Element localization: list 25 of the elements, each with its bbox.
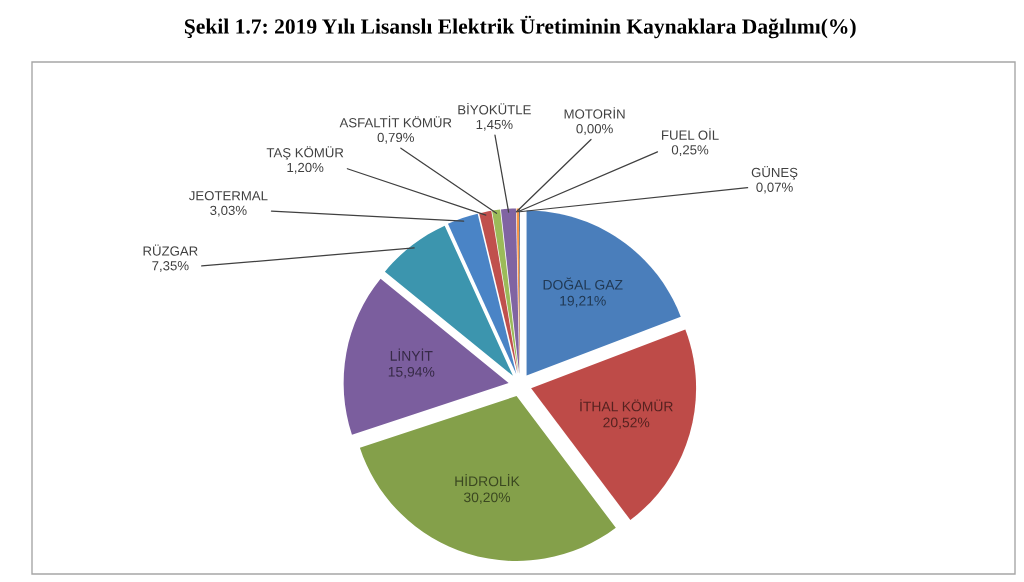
chart-title: Şekil 1.7: 2019 Yılı Lisanslı Elektrik Üretiminin Kaynaklara Dağılımı(%)	[184, 15, 856, 39]
slice-label: BİYOKÜTLE	[458, 102, 531, 115]
data-label: 0,07%	[756, 182, 793, 194]
slice-label: DOĞAL GAZ	[543, 277, 623, 290]
slice-label: GÜNEŞ	[751, 165, 798, 180]
category-label: MOTORİN	[564, 107, 625, 119]
slice-label: LİNYİT	[390, 348, 433, 361]
text: 0,00%	[576, 124, 613, 135]
slice-label: JEOTERMAL	[188, 191, 268, 201]
slice-label: RÜZGAR	[143, 244, 198, 256]
data-label: 7,35%	[152, 261, 189, 272]
data-label: 0,79%	[377, 132, 414, 144]
data-label: 15,94%	[388, 366, 435, 379]
data-label: 30,20%	[463, 492, 511, 504]
data-label: 0,25%	[671, 145, 709, 157]
slice-label: FUEL OİL	[662, 128, 719, 140]
data-label: 3,03%	[210, 205, 247, 217]
slice-label: İTHAL KÖMÜR	[580, 399, 673, 412]
slice-label: TAŞ KÖMÜR	[266, 146, 344, 161]
slice-label: HİDROLİK	[455, 474, 520, 487]
data-label: 1,45%	[476, 119, 513, 131]
data-label: 19,21%	[560, 295, 606, 308]
slice-label: ASFALTİT KÖMÜR	[339, 115, 452, 128]
data-label: 1,20%	[287, 162, 324, 174]
data-label: 20,52%	[603, 417, 650, 429]
